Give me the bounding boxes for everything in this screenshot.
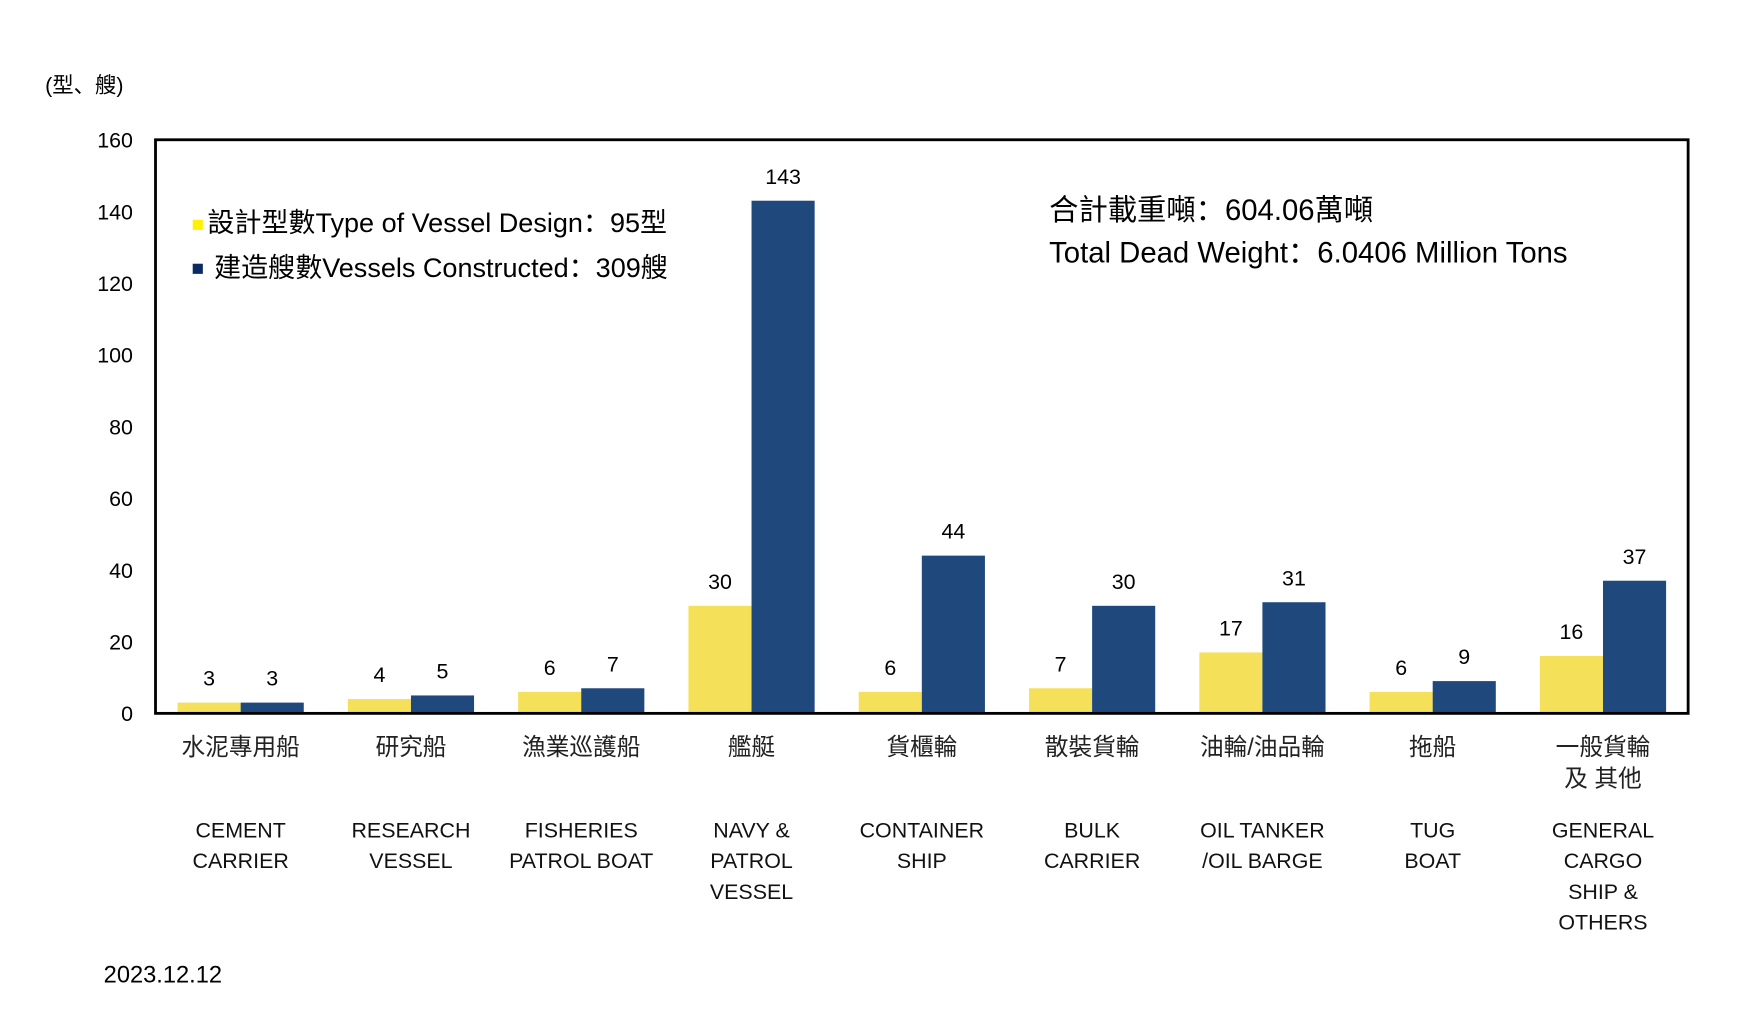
category-label-en: OTHERS bbox=[1558, 911, 1647, 935]
legend-marker-constructed bbox=[192, 263, 203, 274]
y-tick-label: 120 bbox=[97, 272, 133, 296]
category-label-en: CARRIER bbox=[192, 849, 288, 873]
category-label-en: CARGO bbox=[1564, 849, 1643, 873]
category-label-en: OIL TANKER bbox=[1200, 818, 1325, 842]
category-label-en: SHIP & bbox=[1568, 880, 1638, 904]
legend-marker-design bbox=[192, 219, 203, 230]
category-label-zh: 拖船 bbox=[1409, 734, 1456, 761]
y-tick-label: 100 bbox=[97, 344, 133, 368]
bar-value-label: 17 bbox=[1219, 617, 1243, 641]
category-label-en: CARRIER bbox=[1044, 849, 1140, 873]
bar-constructed-7 bbox=[1262, 602, 1326, 714]
category-label-en: PATROL bbox=[710, 849, 793, 873]
bar-design-8 bbox=[1369, 691, 1433, 714]
bar-value-label: 37 bbox=[1623, 545, 1647, 569]
bar-constructed-5 bbox=[921, 555, 985, 714]
category-label-en: TUG bbox=[1410, 818, 1455, 842]
bar-value-label: 4 bbox=[373, 663, 385, 687]
category-label-zh: 及 其他 bbox=[1564, 766, 1642, 793]
category-label-en: FISHERIES bbox=[525, 818, 638, 842]
bar-design-1 bbox=[177, 702, 241, 714]
bar-design-2 bbox=[347, 699, 411, 714]
category-label-en: VESSEL bbox=[369, 849, 452, 873]
category-label-en: CONTAINER bbox=[860, 818, 984, 842]
category-label-en: RESEARCH bbox=[351, 818, 470, 842]
bar-design-5 bbox=[858, 691, 922, 714]
legend: 設計型數Type of Vessel Design：95型 建造艘數Vessel… bbox=[192, 208, 668, 283]
total-annotation-en: Total Dead Weight：6.0406 Million Tons bbox=[1049, 237, 1567, 270]
category-label-en: BULK bbox=[1064, 818, 1121, 842]
bar-constructed-2 bbox=[410, 695, 475, 714]
bar-value-label: 3 bbox=[266, 667, 278, 691]
category-label-zh: 研究船 bbox=[375, 734, 446, 761]
bar-value-label: 6 bbox=[544, 656, 556, 680]
date-label: 2023.12.12 bbox=[104, 963, 222, 989]
y-tick-label: 0 bbox=[121, 702, 133, 726]
bar-value-label: 16 bbox=[1560, 620, 1584, 644]
bar-design-7 bbox=[1199, 652, 1263, 714]
bar-value-label: 9 bbox=[1458, 645, 1470, 669]
bar-constructed-8 bbox=[1432, 681, 1496, 714]
category-label-en: GENERAL bbox=[1552, 818, 1654, 842]
bar-value-label: 6 bbox=[884, 656, 896, 680]
bar-constructed-4 bbox=[751, 200, 815, 714]
bar-value-label: 6 bbox=[1395, 656, 1407, 680]
legend-label-constructed: 建造艘數Vessels Constructed：309艘 bbox=[214, 253, 668, 283]
category-label-en: VESSEL bbox=[710, 880, 793, 904]
category-label-zh: 一般貨輪 bbox=[1556, 734, 1651, 761]
category-label-en: PATROL BOAT bbox=[509, 849, 653, 873]
category-label-en: /OIL BARGE bbox=[1202, 849, 1323, 873]
y-tick-label: 160 bbox=[97, 129, 133, 153]
y-axis-unit-label: (型、艘) bbox=[45, 73, 123, 97]
category-label-zh: 油輪/油品輪 bbox=[1200, 734, 1325, 761]
bars bbox=[177, 200, 1667, 714]
bar-value-label: 30 bbox=[1112, 570, 1136, 594]
bar-value-label: 7 bbox=[607, 652, 619, 676]
category-label-zh: 艦艇 bbox=[728, 734, 775, 761]
bar-design-3 bbox=[518, 691, 582, 714]
total-annotation-zh: 合計載重噸：604.06萬噸 bbox=[1049, 194, 1373, 227]
category-label-zh: 漁業巡護船 bbox=[522, 734, 640, 761]
bar-value-label: 3 bbox=[203, 667, 215, 691]
y-axis-ticks: 0 20 40 60 80 100 120 140 160 bbox=[97, 129, 133, 727]
category-label-en: SHIP bbox=[897, 849, 947, 873]
bar-design-9 bbox=[1539, 656, 1603, 714]
y-tick-label: 40 bbox=[109, 559, 133, 583]
y-tick-label: 140 bbox=[97, 200, 133, 224]
category-label-en: BOAT bbox=[1404, 849, 1461, 873]
bar-value-labels: 3 4 6 30 6 7 17 6 16 3 5 7 143 44 30 31 9 37 bbox=[203, 165, 1646, 691]
plot-frame bbox=[154, 138, 1690, 715]
category-label-zh: 貨櫃輪 bbox=[886, 734, 957, 761]
legend-label-design: 設計型數Type of Vessel Design：95型 bbox=[207, 208, 667, 238]
total-annotation: 合計載重噸：604.06萬噸 Total Dead Weight：6.0406 … bbox=[1049, 194, 1567, 270]
category-label-en: NAVY & bbox=[713, 818, 790, 842]
category-label-en: CEMENT bbox=[195, 818, 285, 842]
y-tick-label: 20 bbox=[109, 631, 133, 655]
category-label-zh: 水泥專用船 bbox=[182, 734, 300, 761]
y-tick-label: 60 bbox=[109, 487, 133, 511]
y-tick-label: 80 bbox=[109, 415, 133, 439]
bar-design-6 bbox=[1029, 688, 1093, 714]
bar-constructed-1 bbox=[240, 702, 304, 714]
bar-constructed-6 bbox=[1092, 605, 1156, 714]
bar-value-label: 143 bbox=[765, 165, 801, 189]
category-label-zh: 散裝貨輪 bbox=[1045, 734, 1140, 761]
bar-value-label: 7 bbox=[1055, 652, 1067, 676]
bar-value-label: 5 bbox=[437, 660, 449, 684]
bar-value-label: 30 bbox=[708, 570, 732, 594]
bar-design-4 bbox=[688, 605, 752, 714]
bar-constructed-3 bbox=[581, 688, 645, 714]
bar-constructed-9 bbox=[1602, 580, 1667, 714]
bar-value-label: 31 bbox=[1282, 566, 1306, 590]
bar-value-label: 44 bbox=[941, 520, 965, 544]
